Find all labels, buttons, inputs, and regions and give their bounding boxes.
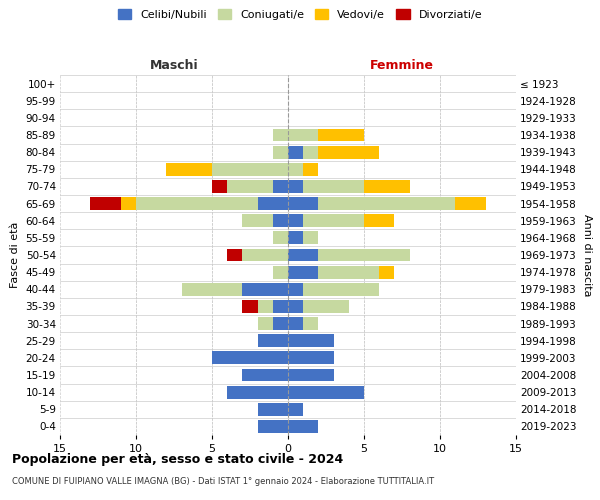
Bar: [257, 317, 273, 330]
Bar: [303, 146, 319, 158]
Bar: [257, 197, 288, 210]
Bar: [288, 386, 364, 398]
Bar: [227, 248, 242, 262]
Bar: [319, 197, 455, 210]
Bar: [257, 420, 288, 433]
Legend: Celibi/Nubili, Coniugati/e, Vedovi/e, Divorziati/e: Celibi/Nubili, Coniugati/e, Vedovi/e, Di…: [113, 5, 487, 24]
Y-axis label: Anni di nascita: Anni di nascita: [583, 214, 592, 296]
Bar: [288, 180, 303, 193]
Bar: [303, 283, 379, 296]
Bar: [288, 403, 303, 415]
Bar: [257, 334, 288, 347]
Bar: [379, 266, 394, 278]
Bar: [242, 300, 257, 313]
Bar: [212, 352, 288, 364]
Bar: [319, 128, 364, 141]
Bar: [319, 266, 379, 278]
Bar: [288, 197, 319, 210]
Bar: [273, 146, 288, 158]
Text: Maschi: Maschi: [149, 58, 199, 71]
Bar: [288, 334, 334, 347]
Bar: [455, 197, 485, 210]
Bar: [288, 300, 303, 313]
Bar: [303, 163, 319, 175]
Bar: [242, 283, 288, 296]
Bar: [257, 403, 288, 415]
Bar: [257, 300, 273, 313]
Bar: [273, 214, 288, 227]
Bar: [242, 368, 288, 382]
Bar: [288, 128, 319, 141]
Bar: [212, 180, 227, 193]
Text: Femmine: Femmine: [370, 58, 434, 71]
Bar: [182, 283, 242, 296]
Bar: [288, 368, 334, 382]
Bar: [319, 248, 410, 262]
Bar: [303, 317, 319, 330]
Bar: [364, 180, 410, 193]
Bar: [136, 197, 257, 210]
Bar: [242, 248, 288, 262]
Bar: [121, 197, 136, 210]
Bar: [288, 248, 319, 262]
Bar: [242, 214, 273, 227]
Bar: [273, 317, 288, 330]
Y-axis label: Fasce di età: Fasce di età: [10, 222, 20, 288]
Bar: [273, 266, 288, 278]
Bar: [288, 317, 303, 330]
Bar: [319, 146, 379, 158]
Bar: [288, 266, 319, 278]
Bar: [212, 163, 288, 175]
Bar: [288, 283, 303, 296]
Bar: [273, 128, 288, 141]
Bar: [303, 214, 364, 227]
Bar: [227, 180, 273, 193]
Bar: [273, 232, 288, 244]
Bar: [303, 180, 364, 193]
Bar: [227, 386, 288, 398]
Bar: [303, 300, 349, 313]
Bar: [91, 197, 121, 210]
Bar: [288, 163, 303, 175]
Bar: [364, 214, 394, 227]
Bar: [288, 352, 334, 364]
Bar: [273, 300, 288, 313]
Bar: [288, 146, 303, 158]
Bar: [303, 232, 319, 244]
Bar: [273, 180, 288, 193]
Bar: [288, 214, 303, 227]
Bar: [288, 232, 303, 244]
Bar: [166, 163, 212, 175]
Text: COMUNE DI FUIPIANO VALLE IMAGNA (BG) - Dati ISTAT 1° gennaio 2024 - Elaborazione: COMUNE DI FUIPIANO VALLE IMAGNA (BG) - D…: [12, 478, 434, 486]
Text: Popolazione per età, sesso e stato civile - 2024: Popolazione per età, sesso e stato civil…: [12, 452, 343, 466]
Bar: [288, 420, 319, 433]
